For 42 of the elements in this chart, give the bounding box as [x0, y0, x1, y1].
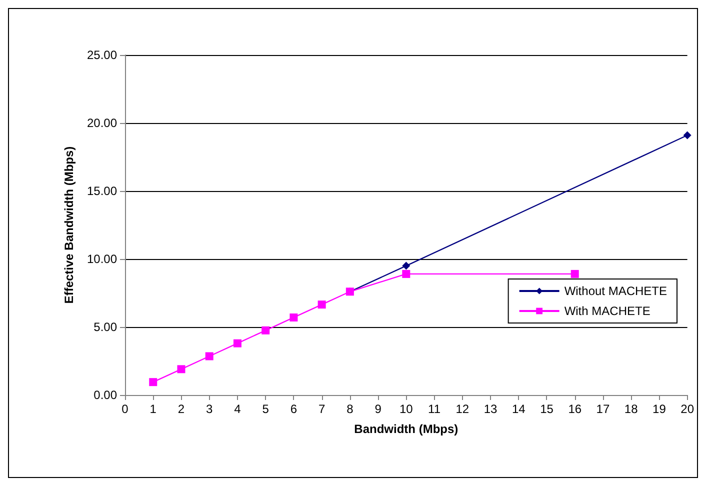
x-tick-label: 4 — [234, 402, 242, 416]
x-tick-label: 13 — [484, 402, 498, 416]
y-tick-label: 0.00 — [94, 388, 118, 402]
y-tick-label: 20.00 — [86, 116, 118, 130]
x-tick-label: 10 — [399, 402, 414, 416]
legend-label: With MACHETE — [564, 304, 650, 318]
x-tick-label: 2 — [178, 402, 185, 416]
x-tick-label: 18 — [624, 402, 638, 416]
point — [290, 313, 298, 322]
x-tick-label: 11 — [428, 402, 441, 416]
x-tick-label: 14 — [512, 402, 526, 416]
y-tick-label: 15.00 — [86, 184, 118, 198]
x-tick-label: 9 — [374, 402, 382, 416]
x-axis-title: Bandwidth (Mbps) — [354, 422, 458, 436]
y-tick-label: 25.00 — [86, 48, 118, 62]
x-tick-label: 3 — [206, 402, 214, 416]
point — [205, 352, 214, 360]
x-tick-label: 12 — [456, 402, 470, 416]
point — [177, 365, 186, 374]
point — [318, 300, 326, 309]
x-tick-label: 8 — [346, 402, 354, 416]
x-tick-label: 17 — [596, 402, 610, 416]
x-tick-label: 19 — [652, 402, 666, 416]
x-tick-label: 5 — [262, 402, 270, 416]
point — [570, 270, 579, 278]
x-tick-label: 1 — [150, 402, 157, 416]
point — [683, 131, 692, 140]
x-tick-label: 15 — [540, 402, 554, 416]
legend-label: Without MACHETE — [564, 284, 667, 298]
x-tick-label: 16 — [568, 402, 582, 416]
y-tick-label: 5.00 — [94, 320, 118, 334]
x-tick-label: 7 — [318, 402, 326, 416]
point — [262, 326, 270, 334]
x-tick-label: 6 — [290, 402, 298, 416]
point — [402, 262, 410, 270]
point — [149, 378, 158, 386]
point — [402, 270, 410, 278]
y-axis-title: Effective Bandwidth (Mbps) — [62, 146, 76, 304]
x-tick-label: 20 — [680, 402, 694, 416]
x-tick-label: 0 — [122, 402, 129, 416]
y-tick-label: 10.00 — [86, 252, 118, 266]
point — [233, 339, 242, 348]
